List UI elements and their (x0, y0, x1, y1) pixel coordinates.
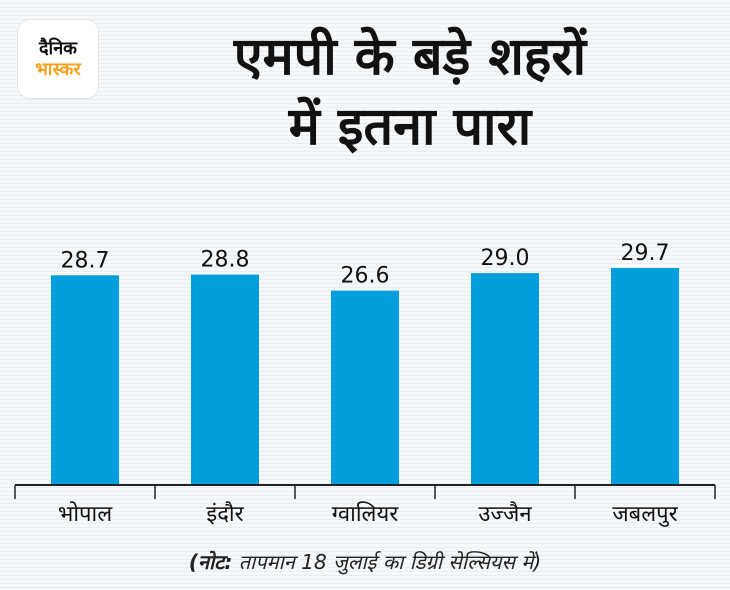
bar-3 (331, 290, 399, 485)
data-label-3: 26.6 (341, 264, 390, 289)
data-label-2: 28.8 (201, 248, 250, 273)
bar-4 (471, 273, 539, 485)
page-title: एमपी के बड़े शहरों में इतना पारा (120, 22, 700, 162)
category-label-2: इंदौर (206, 501, 244, 527)
footnote-prefix: (नोट: (188, 550, 233, 574)
category-label-5: जबलपुर (612, 502, 678, 527)
logo-line-1: दैनिक (38, 38, 78, 59)
title-line-1: एमपी के बड़े शहरों (233, 27, 587, 87)
category-label-4: उज्जैन (478, 501, 532, 527)
data-label-4: 29.0 (481, 246, 530, 271)
dainik-bhaskar-logo: दैनिक भास्कर (18, 20, 98, 98)
bar-2 (191, 274, 259, 485)
logo-line-2: भास्कर (35, 59, 81, 80)
category-label-3: ग्वालियर (332, 501, 399, 527)
footnote: (नोट: तापमान 18 जुलाई का डिग्री सेल्सियस… (0, 548, 730, 575)
data-label-1: 28.7 (61, 248, 110, 273)
bar-1 (51, 275, 119, 485)
category-label-1: भोपाल (58, 501, 113, 527)
bar-5 (611, 268, 679, 485)
title-line-2: में इतना पारा (288, 97, 532, 157)
data-label-5: 29.7 (621, 241, 670, 266)
footnote-text: तापमान 18 जुलाई का डिग्री सेल्सियस में) (232, 550, 542, 574)
